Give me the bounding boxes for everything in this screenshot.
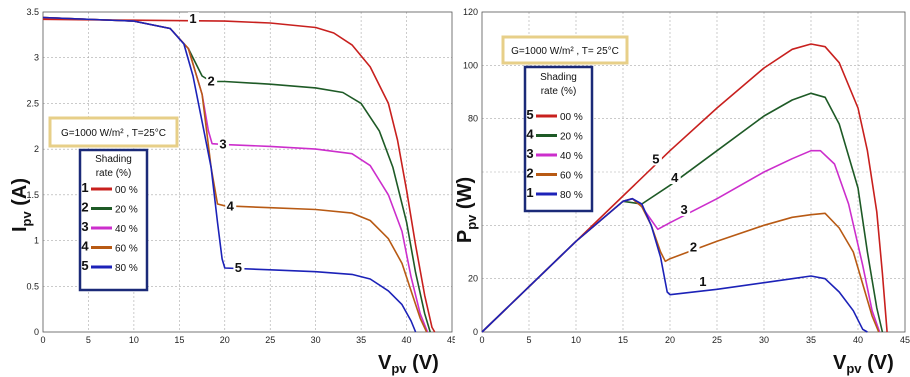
x-axis-title: Vpv (V) <box>833 352 894 376</box>
y-tick-label: 3 <box>34 53 39 63</box>
series-line <box>42 16 417 333</box>
y-tick-label: 100 <box>463 60 478 70</box>
y-tick-label: 2.5 <box>26 98 39 108</box>
curve-label-bg <box>206 74 218 88</box>
y-axis-title: Ppv (W) <box>455 177 479 243</box>
x-tick-label: 30 <box>311 335 321 345</box>
curve-label-bg <box>233 260 245 274</box>
y-tick-label: 1 <box>34 236 39 246</box>
curve-label: 5 <box>652 151 659 166</box>
legend-number: 5 <box>81 258 88 273</box>
conditions-text: G=1000 W/m² , T= 25°C <box>511 46 619 57</box>
legend-entry: 20 % <box>560 132 583 143</box>
legend-number: 1 <box>526 185 533 200</box>
legend-entry: 80 % <box>560 190 583 201</box>
curve-label: 4 <box>671 170 679 185</box>
y-tick-label: 0 <box>34 327 39 337</box>
series-line <box>481 43 888 333</box>
legend-number: 3 <box>81 219 88 234</box>
x-tick-label: 10 <box>571 335 581 345</box>
x-tick-label: 40 <box>853 335 863 345</box>
x-tick-label: 20 <box>665 335 675 345</box>
legend-title: Shading <box>95 154 132 165</box>
y-tick-label: 20 <box>468 274 478 284</box>
curve-label-bg <box>669 171 681 184</box>
y-axis-title: Ipv (A) <box>9 178 34 232</box>
legend-number: 4 <box>81 239 89 254</box>
x-tick-label: 25 <box>265 335 275 345</box>
curve-label: 3 <box>680 202 687 217</box>
series-line <box>481 197 880 333</box>
x-tick-label: 35 <box>806 335 816 345</box>
y-tick-label: 0.5 <box>26 281 39 291</box>
curve-label: 1 <box>699 274 706 289</box>
x-tick-label: 35 <box>356 335 366 345</box>
x-tick-label: 45 <box>900 335 910 345</box>
curve-label-bg <box>225 199 237 213</box>
legend-entry: 20 % <box>115 205 138 216</box>
y-tick-label: 3.5 <box>26 7 39 17</box>
legend-number: 1 <box>81 180 88 195</box>
x-axis-title: Vpv (V) <box>378 352 439 376</box>
conditions-box <box>501 35 629 65</box>
x-tick-label: 10 <box>129 335 139 345</box>
x-tick-label: 5 <box>86 335 91 345</box>
y-tick-label: 2 <box>34 144 39 154</box>
x-tick-label: 5 <box>526 335 531 345</box>
curve-label-bg <box>679 203 691 216</box>
curve-label-bg <box>688 240 700 254</box>
series-line <box>481 197 868 333</box>
curve-label: 5 <box>235 260 242 275</box>
curve-label-bg <box>187 12 199 26</box>
y-tick-label: 1.5 <box>26 190 39 200</box>
curve-label: 3 <box>219 136 226 151</box>
curve-label: 1 <box>189 11 196 26</box>
legend-entry: 00 % <box>115 185 138 196</box>
curve-label: 2 <box>690 239 697 254</box>
legend-number: 2 <box>81 200 88 215</box>
legend-entry: 40 % <box>560 151 583 162</box>
x-tick-label: 30 <box>759 335 769 345</box>
plot-frame <box>481 11 906 333</box>
x-tick-label: 15 <box>618 335 628 345</box>
curve-label-bg <box>217 137 229 151</box>
grid <box>482 12 905 332</box>
legend-number: 3 <box>526 146 533 161</box>
x-tick-label: 20 <box>220 335 230 345</box>
curve-label-bg <box>697 275 709 288</box>
x-tick-label: 45 <box>447 335 455 345</box>
x-tick-label: 0 <box>40 335 45 345</box>
x-tick-label: 40 <box>402 335 412 345</box>
legend-subtitle: rate (%) <box>96 168 132 179</box>
legend-box <box>523 65 594 213</box>
conditions-text: G=1000 W/m² , T=25°C <box>61 128 166 139</box>
legend-entry: 80 % <box>115 263 138 274</box>
x-tick-label: 15 <box>174 335 184 345</box>
legend-subtitle: rate (%) <box>541 86 577 97</box>
curve-label: 2 <box>208 73 215 88</box>
conditions-box <box>48 116 179 148</box>
legend-entry: 60 % <box>115 244 138 255</box>
series-line <box>42 18 436 333</box>
legend-number: 5 <box>526 107 533 122</box>
legend-entry: 60 % <box>560 171 583 182</box>
legend-entry: 00 % <box>560 112 583 123</box>
y-tick-label: 0 <box>473 327 478 337</box>
curve-label: 4 <box>227 199 235 214</box>
x-tick-label: 25 <box>712 335 722 345</box>
y-tick-label: 80 <box>468 114 478 124</box>
legend-number: 4 <box>526 127 534 142</box>
curve-label-bg <box>650 152 662 166</box>
legend-title: Shading <box>540 72 577 83</box>
plot-frame <box>42 11 453 333</box>
legend-entry: 40 % <box>115 224 138 235</box>
x-tick-label: 0 <box>479 335 484 345</box>
y-tick-label: 120 <box>463 7 478 17</box>
legend-number: 2 <box>526 166 533 181</box>
